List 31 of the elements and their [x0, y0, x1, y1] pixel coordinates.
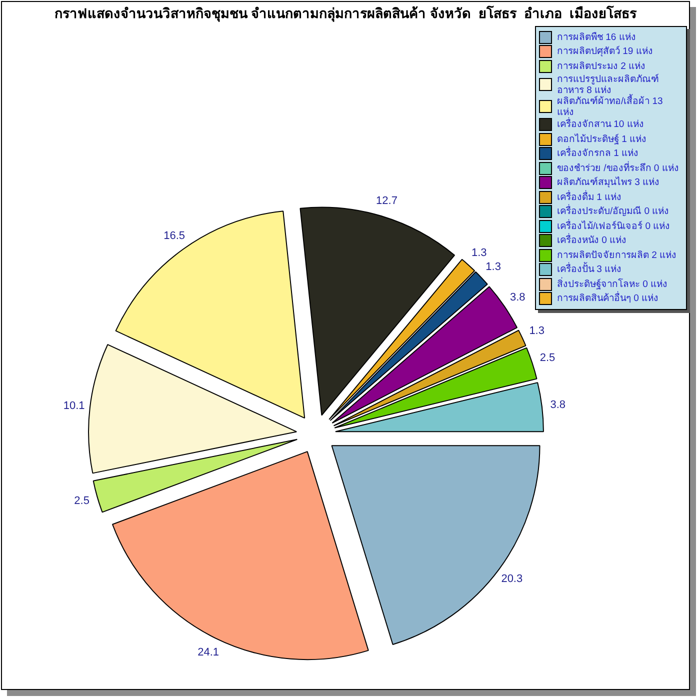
legend-label: เครื่องประดับ/อัญมณี 0 แห่ง [557, 206, 670, 218]
legend-label: ดอกไม้ประดิษฐ์ 1 แห่ง [557, 134, 647, 145]
legend-label: เครื่องจักสาน 10 แห่ง [557, 119, 644, 130]
legend-label: การผลิตพืช 16 แห่ง [557, 32, 636, 43]
data-label: 2.5 [540, 352, 556, 364]
data-label: 16.5 [164, 230, 186, 242]
data-label: 1.3 [529, 325, 544, 338]
data-label: 3.8 [550, 399, 566, 412]
data-label: 12.7 [376, 194, 398, 207]
legend-label: สิ่งประดิษฐ์จากโลหะ 0 แห่ง [557, 278, 668, 290]
legend-label: การผลิตปัจจัยการผลิต 2 แห่ง [557, 250, 677, 261]
legend-label: เครื่องปั้น 3 แห่ง [557, 264, 622, 276]
data-label: 2.5 [74, 495, 90, 508]
data-label: 10.1 [63, 400, 85, 412]
legend-label: เครื่องไม้/เฟอร์นิเจอร์ 0 แห่ง [557, 220, 670, 232]
legend-label: เครื่องดื่ม 1 แห่ง [557, 192, 622, 203]
legend-label: เครื่องจักรกล 1 แห่ง [557, 148, 639, 160]
legend-label: เครื่องหนัง 0 แห่ง [557, 235, 627, 246]
legend-label: การผลิตปศุสัตว์ 19 แห่ง [557, 46, 653, 58]
legend-label: ผลิตภัณฑ์สมุนไพร 3 แห่ง [557, 177, 660, 188]
legend-label: การผลิตประมง 2 แห่ง [557, 60, 646, 72]
data-label: 24.1 [198, 646, 220, 659]
legend-label: การผลิตสินค้าอื่นๆ 0 แห่ง [557, 293, 659, 304]
data-label: 1.3 [471, 247, 487, 260]
legend-label: ของชำร่วย /ของที่ระลึก 0 แห่ง [557, 162, 679, 174]
data-label: 3.8 [510, 291, 526, 304]
data-label: 20.3 [501, 572, 523, 585]
chart-title: กราฟแสดงจำนวนวิสาหกิจชุมชน จำแนกตามกลุ่มการผลิตสินค้า จังหวัด ยโสธร อำเภอ เมืองยโสธร [53, 4, 638, 24]
legend-label: การแปรรูปและผลิตภัณฑ์อาหาร 8 แห่ง [557, 74, 660, 96]
data-label: 1.3 [486, 260, 501, 273]
legend-label: ผลิตภัณฑ์ผ้าทอ/เสื้อผ้า 13 แห่ง [557, 96, 664, 118]
